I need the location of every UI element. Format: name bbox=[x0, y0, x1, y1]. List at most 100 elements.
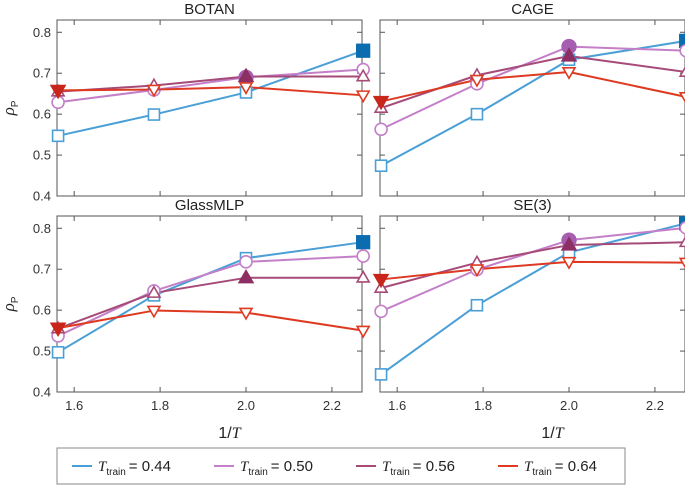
data-point-s2-2 bbox=[237, 67, 255, 83]
y-tick-label: 0.6 bbox=[33, 107, 51, 122]
x-tick-label: 1.6 bbox=[388, 398, 406, 413]
data-point-s2-1 bbox=[146, 285, 162, 298]
legend-label-3: Ttrain = 0.64 bbox=[524, 458, 597, 478]
panel-title: BOTAN bbox=[184, 1, 235, 18]
x-tick-label: 2.2 bbox=[646, 398, 664, 413]
series-line-3 bbox=[380, 70, 685, 103]
data-point-s1-3 bbox=[356, 249, 370, 263]
y-tick-label: 0.7 bbox=[33, 66, 51, 81]
legend-label-2: Ttrain = 0.56 bbox=[382, 458, 455, 478]
series-line-0 bbox=[380, 40, 685, 167]
x-tick-label: 1.6 bbox=[65, 398, 83, 413]
legend-label-0: Ttrain = 0.44 bbox=[98, 458, 171, 478]
x-axis-label: 1/T bbox=[218, 425, 241, 442]
panel-se3: SE(3) 1.6 1.8 2.0 2.2 1/T bbox=[372, 197, 685, 442]
panel-botan: BOTAN 0.4 0.5 0.6 0.7 0.8 ρP bbox=[0, 1, 371, 204]
data-point-s3-2 bbox=[238, 307, 254, 321]
data-point-s3-3 bbox=[355, 90, 371, 104]
data-point-s3-0 bbox=[372, 273, 390, 289]
series-line-2 bbox=[380, 241, 685, 290]
x-axis-label: 1/T bbox=[541, 425, 564, 442]
data-point-s3-0 bbox=[49, 84, 67, 100]
series-line-1 bbox=[57, 68, 364, 104]
y-axis-label-subscript: P bbox=[10, 296, 21, 303]
data-point-s2-3 bbox=[678, 236, 685, 248]
data-point-s2-3 bbox=[678, 66, 685, 77]
data-point-s0-3 bbox=[356, 235, 371, 250]
legend-label-subscript: train bbox=[106, 467, 125, 478]
legend-label-subscript: train bbox=[532, 467, 551, 478]
x-tick-label: 2.0 bbox=[560, 398, 578, 413]
data-point-s0-0 bbox=[51, 345, 65, 359]
legend-label-symbol: T bbox=[382, 459, 392, 475]
panel-title: CAGE bbox=[511, 1, 554, 18]
data-point-s3-0 bbox=[49, 322, 67, 337]
x-tick-label: 2.2 bbox=[323, 398, 341, 413]
y-tick-label: 0.4 bbox=[33, 189, 51, 204]
data-point-s3-2 bbox=[561, 256, 577, 270]
legend-label-value: = 0.56 bbox=[413, 458, 455, 475]
panel-title: SE(3) bbox=[513, 197, 551, 214]
y-tick-label: 0.5 bbox=[33, 344, 51, 359]
plot-frame bbox=[56, 215, 363, 393]
x-axis-label-variable: T bbox=[232, 425, 242, 442]
y-tick-label: 0.5 bbox=[33, 148, 51, 163]
data-point-s3-3 bbox=[355, 325, 371, 339]
y-axis-label: ρP bbox=[0, 100, 21, 116]
data-point-s2-2 bbox=[237, 268, 255, 284]
data-point-s0-3 bbox=[356, 43, 371, 58]
data-point-s1-0 bbox=[374, 304, 388, 319]
data-point-s0-0 bbox=[51, 129, 65, 143]
legend-label-subscript: train bbox=[248, 467, 267, 478]
legend-label-value: = 0.44 bbox=[129, 458, 171, 475]
data-point-s3-1 bbox=[469, 74, 485, 88]
series-line-3 bbox=[380, 260, 685, 281]
x-axis-label-prefix: 1/ bbox=[218, 425, 232, 442]
y-axis-label-symbol: ρ bbox=[0, 107, 18, 116]
data-point-s2-2 bbox=[560, 236, 578, 251]
panel-cage: CAGE bbox=[372, 1, 685, 197]
y-axis-label: ρP bbox=[0, 296, 21, 312]
data-point-s1-2 bbox=[239, 255, 253, 269]
data-point-s2-3 bbox=[355, 269, 371, 283]
plot-frame bbox=[379, 215, 685, 393]
legend-label-symbol: T bbox=[98, 459, 108, 475]
legend-label-subscript: train bbox=[390, 467, 409, 478]
x-tick-label: 2.0 bbox=[237, 398, 255, 413]
legend-label-value: = 0.50 bbox=[271, 458, 313, 475]
plot-frame bbox=[56, 19, 363, 197]
data-point-s0-0 bbox=[374, 368, 388, 381]
y-axis-label-symbol: ρ bbox=[0, 303, 18, 312]
legend-label-value: = 0.64 bbox=[555, 458, 597, 475]
data-point-s1-3 bbox=[679, 44, 685, 58]
legend-label-1: Ttrain = 0.50 bbox=[240, 458, 313, 478]
legend-box bbox=[56, 447, 626, 485]
series-line-3 bbox=[57, 309, 364, 332]
data-point-s2-2 bbox=[560, 47, 578, 62]
data-point-s3-1 bbox=[469, 264, 485, 278]
series-line-1 bbox=[57, 255, 364, 337]
data-point-s0-0 bbox=[374, 159, 388, 173]
data-point-s1-0 bbox=[374, 122, 388, 137]
series-line-1 bbox=[380, 226, 685, 313]
data-point-s2-3 bbox=[355, 68, 371, 82]
panel-title: GlassMLP bbox=[175, 197, 244, 214]
x-tick-label: 1.8 bbox=[474, 398, 492, 413]
series-line-0 bbox=[380, 222, 685, 376]
y-tick-label: 0.7 bbox=[33, 262, 51, 277]
series-line-2 bbox=[57, 276, 364, 330]
x-axis-label-variable: T bbox=[555, 425, 565, 442]
series-line-2 bbox=[58, 75, 364, 93]
y-axis-label-subscript: P bbox=[10, 100, 21, 107]
data-point-s3-1 bbox=[146, 84, 162, 98]
data-point-s0-3 bbox=[679, 33, 685, 48]
data-point-s3-0 bbox=[372, 95, 390, 111]
data-point-s0-1 bbox=[147, 108, 161, 121]
series-line-3 bbox=[58, 86, 364, 97]
legend-label-symbol: T bbox=[524, 459, 534, 475]
data-point-s1-3 bbox=[679, 221, 685, 235]
data-point-s3-1 bbox=[146, 305, 162, 319]
y-tick-label: 0.4 bbox=[33, 385, 51, 400]
data-point-s3-2 bbox=[561, 67, 577, 80]
